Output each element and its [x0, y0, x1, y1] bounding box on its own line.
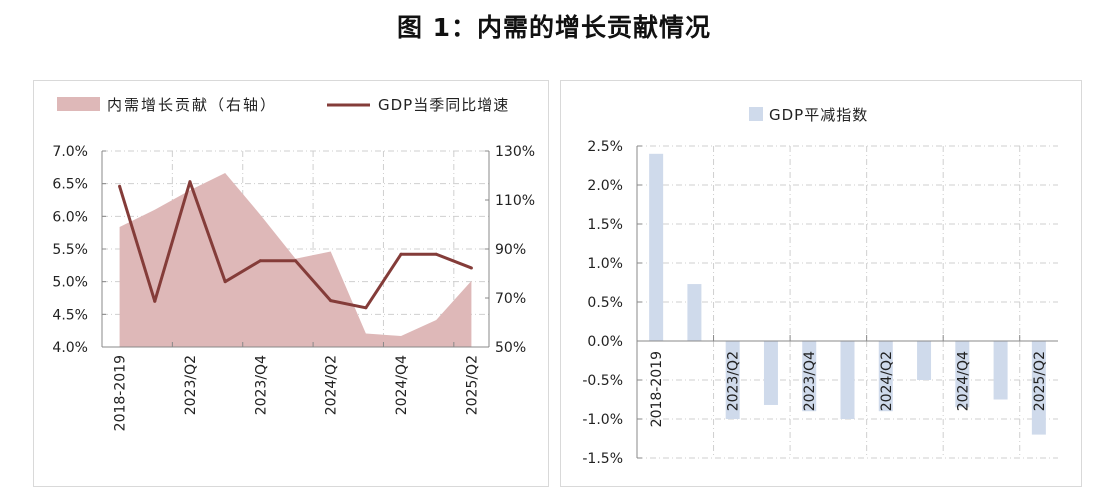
y-left-tick-label: 5.5% [52, 242, 88, 258]
y-right-tick-label: 90% [495, 242, 526, 258]
line-point [223, 280, 227, 284]
y-right-tick-label: 110% [495, 193, 535, 209]
x-tick-label: 2024/Q4 [394, 355, 410, 415]
y-tick-label: -1.5% [582, 451, 623, 467]
y-tick-label: 0.5% [587, 295, 623, 311]
legend-swatch-area [57, 97, 100, 111]
y-left-tick-label: 7.0% [52, 144, 88, 160]
line-point [294, 259, 297, 263]
legend-label-area: 内需增长贡献（右轴） [107, 96, 277, 114]
y-left-tick-label: 6.0% [52, 209, 88, 225]
y-left-tick-label: 5.0% [52, 275, 88, 291]
bar [993, 341, 1008, 400]
line-point [434, 252, 438, 256]
bar [1031, 341, 1046, 435]
x-tick-label: 2024/Q4 [955, 351, 971, 411]
line-point [188, 180, 192, 184]
y-tick-label: 0.0% [587, 334, 623, 350]
left-chart-panel [33, 80, 549, 487]
bar [840, 341, 855, 419]
y-right-tick-label: 50% [495, 340, 526, 356]
x-tick-label: 2023/Q4 [802, 351, 818, 411]
line-point [399, 252, 403, 256]
x-tick-label: 2025/Q2 [1032, 351, 1048, 411]
bar [649, 153, 664, 341]
y-right-tick-label: 130% [495, 144, 535, 160]
x-tick-label: 2023/Q4 [253, 355, 269, 415]
line-point [153, 299, 157, 303]
bar [687, 284, 702, 341]
x-tick-label: 2023/Q2 [183, 355, 199, 415]
y-tick-label: 1.0% [587, 256, 623, 272]
x-tick-label: 2018-2019 [113, 355, 129, 431]
y-left-tick-label: 6.5% [52, 177, 88, 193]
y-tick-label: 2.0% [587, 178, 623, 194]
y-tick-label: 1.5% [587, 217, 623, 233]
x-tick-label: 2024/Q2 [324, 355, 340, 415]
x-tick-label: 2024/Q2 [879, 351, 895, 411]
bar [725, 341, 740, 419]
bar [763, 341, 778, 405]
y-tick-label: 2.5% [587, 139, 623, 155]
line-point [329, 299, 333, 303]
line-point [258, 259, 262, 263]
bar [802, 341, 817, 412]
y-left-tick-label: 4.5% [52, 307, 88, 323]
right-chart-panel [560, 80, 1082, 487]
y-tick-label: -1.0% [582, 412, 623, 428]
line-point [118, 184, 122, 188]
y-left-tick-label: 4.0% [52, 340, 88, 356]
line-point [364, 306, 368, 310]
legend-label-line: GDP当季同比增速 [378, 96, 509, 114]
bar [878, 341, 893, 412]
y-tick-label: -0.5% [582, 373, 623, 389]
legend-label-bar: GDP平减指数 [769, 106, 868, 124]
bar [955, 341, 970, 408]
figure-title: 图 1：内需的增长贡献情况 [396, 13, 712, 42]
x-tick-label: 2018-2019 [649, 351, 665, 427]
legend-swatch-bar [749, 107, 763, 121]
bar [917, 341, 932, 380]
y-right-tick-label: 70% [495, 291, 526, 307]
x-tick-label: 2023/Q2 [726, 351, 742, 411]
x-tick-label: 2025/Q2 [464, 355, 480, 415]
line-point [469, 266, 473, 270]
